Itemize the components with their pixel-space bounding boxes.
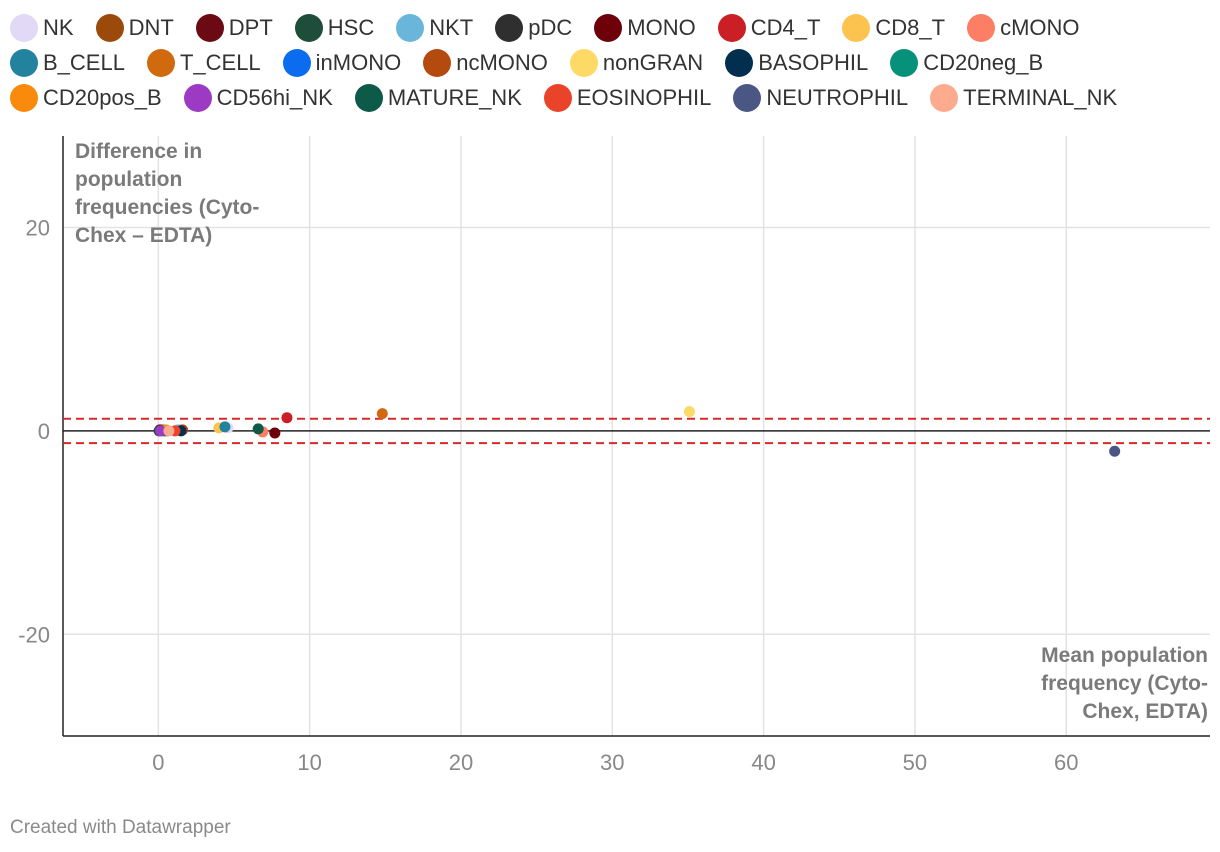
legend-item-hsc[interactable]: HSC (294, 13, 375, 42)
x-tick-label: 10 (297, 750, 321, 775)
y-tick-label: 20 (26, 216, 50, 241)
y-tick-label: 0 (38, 419, 50, 444)
x-tick-label: 20 (449, 750, 473, 775)
legend-item-mature-nk[interactable]: MATURE_NK (354, 83, 522, 112)
legend-swatch (543, 83, 572, 112)
legend-swatch (294, 13, 323, 42)
legend-swatch (569, 48, 598, 77)
credit-footer[interactable]: Created with Datawrapper (10, 817, 231, 838)
legend-swatch (930, 83, 959, 112)
legend-swatch (10, 13, 38, 42)
point-terminal-nk (163, 425, 175, 437)
legend-label: DPT (228, 14, 273, 40)
legend-swatch (282, 48, 311, 77)
legend-item-nkt[interactable]: NKT (396, 13, 474, 42)
legend-swatch (725, 48, 754, 77)
legend-label: NKT (429, 14, 474, 40)
legend-swatch (354, 83, 383, 112)
point-nongran (683, 406, 695, 418)
point-b-cell (219, 421, 231, 433)
legend-item-ncmono[interactable]: ncMONO (423, 48, 548, 77)
legend-swatch (146, 48, 175, 77)
legend-swatch (10, 48, 38, 77)
legend-item-cd56hi-nk[interactable]: CD56hi_NK (183, 83, 333, 112)
legend-label: T_CELL (179, 49, 261, 75)
legend-row-2: B_CELL T_CELL inMONO ncMONO nonGRAN BASOPHIL C… (10, 45, 1210, 80)
legend-swatch (967, 13, 996, 42)
point-mature-nk (252, 423, 264, 435)
legend-label: CD8_T (875, 14, 946, 40)
legend-item-b-cell[interactable]: B_CELL (10, 48, 125, 77)
legend-item-inmono[interactable]: inMONO (282, 48, 402, 77)
legend-label: pDC (528, 14, 573, 40)
legend-label: cMONO (1000, 14, 1080, 40)
legend-item-cd20neg-b[interactable]: CD20neg_B (890, 48, 1044, 77)
legend-label: CD56hi_NK (216, 84, 333, 110)
legend-swatch (717, 13, 746, 42)
y-axis-title: Difference in population frequencies (Cyto… (75, 140, 259, 247)
legend-item-dpt[interactable]: DPT (195, 13, 273, 42)
legend-label: nonGRAN (602, 49, 704, 75)
point-t-cell (376, 408, 388, 420)
legend-swatch (10, 83, 38, 112)
legend-label: BASOPHIL (758, 49, 869, 75)
legend-item-neutrophil[interactable]: NEUTROPHIL (733, 83, 909, 112)
legend-item-pdc[interactable]: pDC (495, 13, 573, 42)
legend-item-mono[interactable]: MONO (594, 13, 696, 42)
legend-label: EOSINOPHIL (576, 84, 712, 110)
legend-label: NEUTROPHIL (766, 84, 909, 110)
legend-swatch (423, 48, 452, 77)
legend-label: ncMONO (456, 49, 548, 75)
legend-item-nongran[interactable]: nonGRAN (569, 48, 704, 77)
legend-swatch (733, 83, 762, 112)
point-neutrophil (1109, 445, 1121, 457)
legend-item-cd8-t[interactable]: CD8_T (842, 13, 946, 42)
point-mono (269, 427, 281, 439)
legend-swatch (396, 13, 425, 42)
legend-label: NK (43, 14, 74, 40)
legend-item-eosinophil[interactable]: EOSINOPHIL (543, 83, 712, 112)
legend-item-cd4-t[interactable]: CD4_T (717, 13, 821, 42)
x-axis-title: Mean population frequency (Cyto-Chex, EDT… (1041, 644, 1208, 723)
legend-label: DNT (128, 14, 174, 40)
legend-swatch (183, 83, 212, 112)
legend-label: MONO (627, 14, 696, 40)
legend-swatch (594, 13, 623, 42)
legend-label: CD20neg_B (923, 49, 1044, 75)
legend-swatch (890, 48, 919, 77)
legend-swatch (842, 13, 871, 42)
legend-label: MATURE_NK (387, 84, 522, 110)
legend-item-dnt[interactable]: DNT (95, 13, 174, 42)
legend-item-basophil[interactable]: BASOPHIL (725, 48, 869, 77)
legend-label: CD4_T (750, 14, 821, 40)
legend-label: HSC (327, 14, 375, 40)
legend: NK DNT DPT HSC NKT pDC MONO CD4_T CD8_T cMONO B_C… (10, 10, 1210, 115)
legend-item-terminal-nk[interactable]: TERMINAL_NK (930, 83, 1118, 112)
legend-row-1: NK DNT DPT HSC NKT pDC MONO CD4_T CD8_T cMONO (10, 10, 1210, 45)
legend-label: B_CELL (43, 49, 125, 75)
x-tick-label: 50 (903, 750, 927, 775)
legend-item-cd20pos-b[interactable]: CD20pos_B (10, 83, 162, 112)
legend-swatch (95, 13, 124, 42)
legend-label: TERMINAL_NK (963, 84, 1118, 110)
legend-item-cmono[interactable]: cMONO (967, 13, 1080, 42)
legend-label: CD20pos_B (43, 84, 162, 110)
x-tick-label: 40 (751, 750, 775, 775)
point-cd56hi-nk (155, 425, 167, 437)
x-tick-label: 60 (1054, 750, 1078, 775)
legend-swatch (495, 13, 524, 42)
legend-swatch (195, 13, 224, 42)
y-tick-label: -20 (18, 622, 50, 647)
x-tick-label: 30 (600, 750, 624, 775)
legend-row-3: CD20pos_B CD56hi_NK MATURE_NK EOSINOPHIL NEU… (10, 80, 1210, 115)
legend-item-nk[interactable]: NK (10, 13, 74, 42)
point-cd4-t (281, 412, 293, 424)
x-tick-label: 0 (152, 750, 164, 775)
legend-item-t-cell[interactable]: T_CELL (146, 48, 261, 77)
legend-label: inMONO (315, 49, 402, 75)
